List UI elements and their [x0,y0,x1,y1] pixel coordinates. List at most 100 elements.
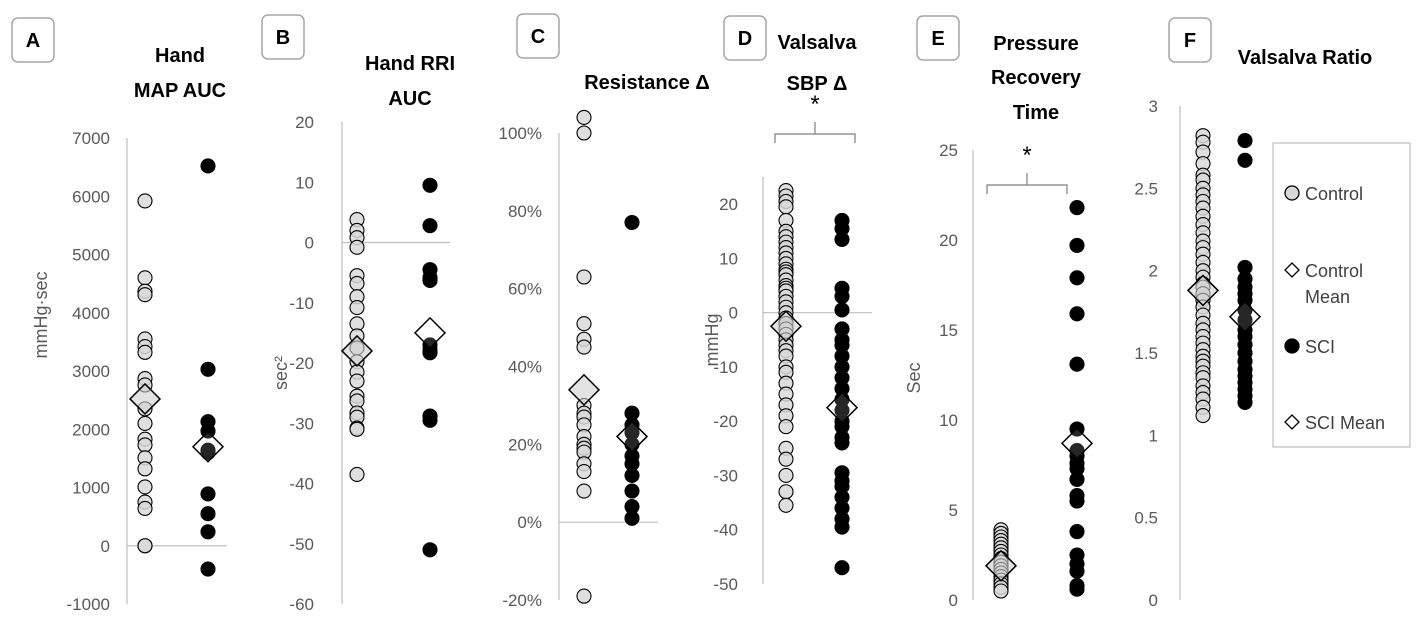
tick-label: -30 [713,466,738,485]
control-point [137,344,153,360]
control-point [993,583,1009,599]
tick-label: 3000 [72,362,110,381]
sci-point [834,288,850,304]
tick-label: 80% [508,202,542,221]
control-point [137,479,153,495]
sci-point [1069,356,1085,372]
control-point [137,270,153,286]
significance-bracket [986,184,1068,194]
sci-point [834,231,850,247]
panel-letter: D [738,28,752,50]
sci-point [1069,563,1085,579]
panel-title: Recovery [991,67,1082,89]
sci-point [200,158,216,174]
control-point [778,484,794,500]
tick-label: 1.5 [1134,344,1158,363]
control-point [778,497,794,513]
control-point [137,538,153,554]
panel-title: MAP AUC [134,80,226,102]
tick-label: -10 [289,294,314,313]
control-point [349,239,365,255]
tick-label: -40 [713,521,738,540]
tick-label: 3 [1149,97,1158,116]
tick-label: 60% [508,280,542,299]
panel-letter-box [1168,17,1212,63]
sci-point [1069,493,1085,509]
control-point [778,467,794,484]
sci-point [624,510,640,526]
sci-point [834,435,850,451]
sci-mean-marker [191,430,225,463]
panel-f: F Valsalva Ratio 3 2.5 2 1.5 1 0.5 0 [1134,17,1373,610]
control-point [349,373,365,389]
tick-label: 7000 [72,129,110,148]
panel-title: Time [1013,102,1059,124]
significance-bracket [774,133,856,143]
tick-label: 10 [295,173,314,192]
panel-title: Valsalva [778,32,858,54]
tick-label: 15 [939,321,958,340]
sci-point [1069,237,1085,253]
tick-label: 0 [949,591,958,610]
sci-point [200,444,216,461]
tick-label: 1 [1149,426,1158,445]
tick-label: 0 [305,234,314,253]
sci-point [1069,306,1085,322]
control-mean-marker [984,549,1018,582]
sci-point [624,214,640,231]
sci-point [200,486,216,502]
sci-mean-marker [413,316,447,349]
sci-point [624,483,640,499]
sci-point [1069,581,1085,597]
panel-c: C Resistance Δ 100% 80% 60% 40% 20% 0% -20% [499,13,710,610]
control-mean-marker [769,310,803,343]
tick-label: 10 [719,249,738,268]
panel-letter-box [516,13,560,59]
control-point [576,483,592,499]
panel-title: Valsalva Ratio [1238,47,1373,69]
sci-point [1069,270,1085,286]
sci-point [200,524,216,540]
tick-label: 6000 [72,187,110,206]
tick-label: -1000 [67,595,110,614]
panel-letter-box [261,14,305,60]
sci-mean-marker [1228,300,1262,333]
control-point [137,500,153,517]
control-point [349,275,365,292]
sci-mean-marker [825,391,859,424]
panel-title: Hand [155,45,205,67]
panel-letter-box [723,15,767,61]
tick-label: 20% [508,435,542,454]
tick-label: 4000 [72,304,110,323]
tick-label: 2 [1149,262,1158,281]
control-point [137,415,153,431]
control-mean-marker [340,334,374,368]
control-point [576,464,592,480]
tick-label: -10 [713,358,738,377]
panel-e: E Pressure Recovery Time 25 20 15 10 5 0 Sec * [904,15,1094,610]
tick-label: -20% [502,591,542,610]
sci-point [422,542,438,558]
sci-point [834,560,850,576]
panel-letter: B [276,27,290,49]
sci-point [1069,524,1085,540]
sci-point [1237,152,1253,168]
y-axis-label: Sec [904,362,924,393]
control-point [778,199,794,215]
tick-label: 40% [508,358,542,377]
sci-point [422,412,438,428]
panel-title: Resistance Δ [584,72,710,94]
panel-b: B Hand RRI AUC 20 10 0 -10 -20 -30 -40 -50 -60 sec² [261,14,455,614]
sci-mean-marker [1060,427,1094,460]
panel-title: AUC [388,88,431,110]
tick-label: -30 [289,414,314,433]
sci-point [422,345,438,361]
panel-letter-box [916,15,960,61]
control-point [1195,408,1211,424]
sci-point [834,302,850,318]
tick-label: 20 [719,195,738,214]
control-point [137,193,153,209]
panel-letter: A [26,30,40,52]
significance-star: * [1022,142,1031,169]
tick-label: 0% [517,513,542,532]
